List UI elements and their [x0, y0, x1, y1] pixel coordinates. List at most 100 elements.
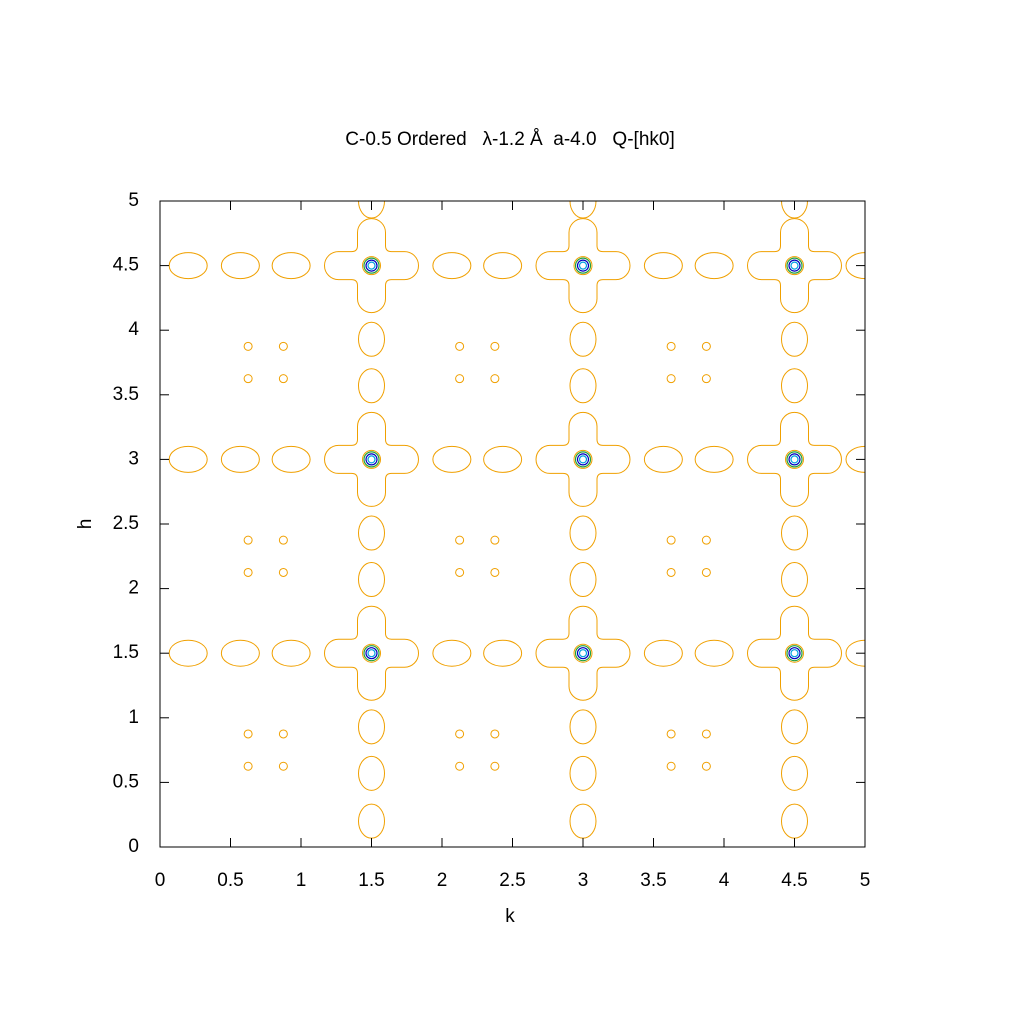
x-tick-label: 5 — [860, 870, 871, 891]
peak-ring — [790, 455, 799, 464]
y-tick-label: 1.5 — [113, 642, 139, 663]
contour-dot — [455, 761, 465, 771]
contour-ellipse — [432, 252, 472, 280]
peak-ring — [362, 643, 381, 663]
contour-ellipse — [358, 321, 385, 357]
peak-ring — [578, 455, 588, 464]
peak-ring — [367, 455, 376, 464]
contour-ellipse — [781, 755, 808, 791]
peak-ring — [365, 259, 378, 272]
contour-dot — [701, 341, 711, 351]
x-axis-label: k — [505, 906, 515, 927]
contour-ellipse — [845, 445, 865, 473]
peak-ring — [785, 449, 804, 469]
contour-ellipse — [569, 321, 597, 357]
contour-dot — [278, 567, 288, 577]
contour-ellipse — [569, 515, 597, 551]
contour-ellipse — [168, 252, 208, 280]
contour-dot — [243, 535, 253, 545]
contour-ellipse — [569, 755, 597, 791]
peak-ring — [786, 257, 803, 274]
contour-cross — [324, 218, 419, 314]
y-tick-label: 3 — [128, 448, 139, 469]
peak-ring — [363, 257, 380, 274]
peak-ring — [785, 256, 804, 276]
y-tick-label: 0 — [128, 836, 139, 857]
contour-ellipse — [694, 252, 734, 280]
contour-ellipse — [694, 445, 734, 473]
y-tick-label: 2.5 — [113, 513, 139, 534]
contour-dot — [701, 729, 711, 739]
contour-dot — [455, 374, 465, 384]
peak-ring — [574, 645, 592, 662]
contour-cross — [535, 411, 631, 507]
x-tick-label: 1 — [296, 870, 307, 891]
peak-ring — [790, 261, 799, 270]
contour-dot — [243, 374, 253, 384]
peak-ring — [573, 256, 593, 276]
contour-dot — [666, 761, 676, 771]
y-axis-label: h — [75, 519, 96, 530]
contour-dot — [278, 374, 288, 384]
peak-ring — [574, 257, 592, 274]
contour-ellipse — [432, 639, 472, 667]
contour-ellipse — [643, 252, 683, 280]
peak-ring — [367, 261, 376, 270]
contour-dot — [278, 761, 288, 771]
y-tick-label: 4.5 — [113, 255, 139, 276]
peak-ring — [788, 647, 801, 660]
peak-ring — [573, 643, 593, 663]
contour-ellipse — [358, 201, 385, 219]
contour-cross — [535, 605, 631, 701]
contour-dot — [666, 374, 676, 384]
peak-ring — [788, 453, 801, 466]
peak-ring — [573, 449, 593, 469]
peak-ring — [576, 647, 590, 660]
peak-ring — [362, 449, 381, 469]
x-tick-label: 1.5 — [358, 870, 384, 891]
contour-dot — [278, 729, 288, 739]
contour-dot — [490, 341, 500, 351]
chart-title: C-0.5 Ordered λ-1.2 Å a-4.0 Q-[hk0] — [345, 129, 674, 150]
contour-dot — [490, 374, 500, 384]
x-tick-label: 2 — [437, 870, 448, 891]
contour-ellipse — [358, 515, 385, 551]
y-tick-label: 2 — [128, 578, 139, 599]
contour-dot — [455, 567, 465, 577]
contour-ellipse — [781, 515, 808, 551]
contour-dot — [490, 567, 500, 577]
contour-ellipse — [220, 445, 260, 473]
peak-ring — [788, 259, 801, 272]
contour-ellipse — [643, 639, 683, 667]
contour-ellipse — [569, 201, 597, 219]
contour-dot — [490, 761, 500, 771]
peak-ring — [574, 451, 592, 468]
contour-ellipse — [569, 368, 597, 404]
contour-dot — [243, 729, 253, 739]
peak-ring — [363, 451, 380, 468]
y-tick-label: 0.5 — [113, 771, 139, 792]
peak-ring — [785, 643, 804, 663]
x-tick-label: 4.5 — [781, 870, 807, 891]
contour-ellipse — [220, 252, 260, 280]
contour-dot — [243, 761, 253, 771]
x-tick-label: 4 — [719, 870, 730, 891]
contour-dot — [243, 341, 253, 351]
contour-ellipse — [168, 445, 208, 473]
contour-ellipse — [358, 368, 385, 404]
contour-ellipse — [781, 368, 808, 404]
contour-dot — [455, 729, 465, 739]
contour-ellipse — [781, 709, 808, 745]
contour-ellipse — [781, 201, 808, 219]
contour-ellipse — [358, 562, 385, 598]
contour-cross — [747, 411, 842, 507]
contour-ellipse — [432, 445, 472, 473]
contour-dot — [701, 535, 711, 545]
contour-dot — [666, 341, 676, 351]
contour-dot — [666, 535, 676, 545]
peak-ring — [790, 649, 799, 658]
peak-ring — [786, 645, 803, 662]
contour-dot — [455, 535, 465, 545]
